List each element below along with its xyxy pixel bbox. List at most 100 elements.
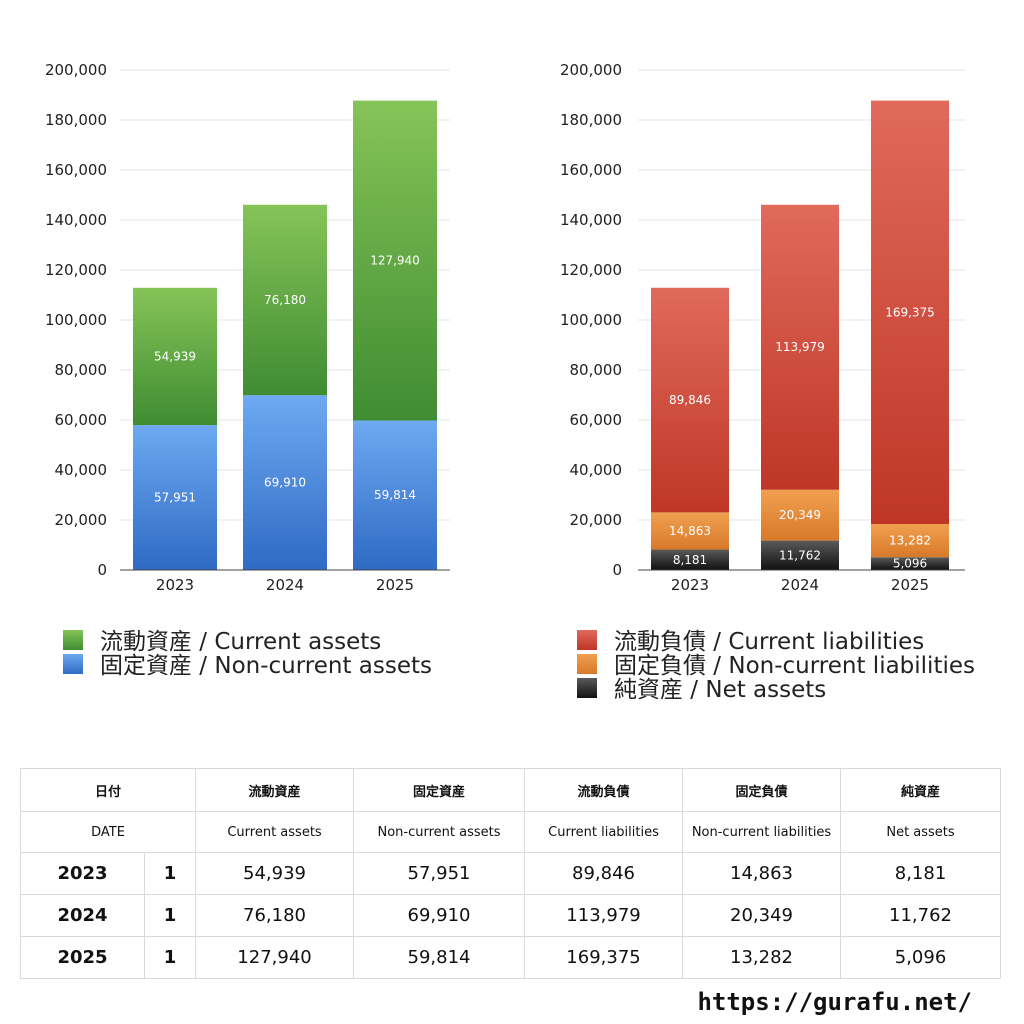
bar-segment [133, 287, 217, 426]
bar-value-label: 11,762 [779, 548, 821, 562]
bar-segment [761, 540, 839, 570]
bar-segment [243, 204, 327, 396]
y-tick-label: 80,000 [570, 361, 623, 379]
liabilities-chart: 0 20,000 40,000 60,000 80,000 100,000 120,000 1… [560, 61, 965, 594]
x-tick-label: 2025 [891, 576, 929, 594]
x-tick-label: 2025 [376, 576, 414, 594]
bar-segment [353, 420, 437, 570]
y-tick-label: 180,000 [45, 111, 107, 129]
x-tick-label: 2024 [266, 576, 304, 594]
y-tick-label: 160,000 [560, 161, 622, 179]
table-row: 2024 1 76,180 69,910 113,979 20,349 11,7… [20, 894, 1002, 937]
bar-segment [651, 287, 729, 513]
legend-swatch [577, 678, 597, 698]
y-tick-label: 140,000 [45, 211, 107, 229]
y-tick-label: 120,000 [560, 261, 622, 279]
y-tick-label: 120,000 [45, 261, 107, 279]
summary-table: 日付 流動資産 固定資産 流動負債 固定負債 純資産 DATE Current … [19, 768, 1002, 979]
cell-noncurrent-assets: 57,951 [353, 852, 526, 895]
cell-noncurrent-assets: 59,814 [353, 936, 526, 979]
legend-label: 純資産 / Net assets [614, 677, 826, 703]
y-tick-label: 180,000 [560, 111, 622, 129]
charts-area: 0 20,000 40,000 60,000 80,000 100,000 120,000 1… [45, 61, 975, 703]
bar-value-label: 127,940 [370, 254, 420, 268]
legend-swatch [577, 630, 597, 650]
y-tick-label: 40,000 [570, 461, 623, 479]
bar-value-label: 13,282 [889, 534, 931, 548]
cell-noncurrent-liabilities: 20,349 [682, 894, 842, 937]
y-tick-label: 0 [97, 561, 107, 579]
bar-value-label: 14,863 [669, 524, 711, 538]
header-noncurrent-liabilities-en: Non-current liabilities [682, 811, 842, 853]
y-tick-label: 0 [612, 561, 622, 579]
y-tick-label: 60,000 [570, 411, 623, 429]
cell-current-assets: 127,940 [195, 936, 355, 979]
table-header-en: DATE Current assets Non-current assets C… [19, 811, 1002, 853]
row-year: 2023 [20, 852, 145, 895]
row-count: 1 [143, 852, 197, 895]
y-tick-label: 40,000 [55, 461, 108, 479]
bar-segment [871, 524, 949, 558]
x-tick-label: 2023 [671, 576, 709, 594]
bar-segment [651, 549, 729, 570]
row-year: 2025 [20, 936, 145, 979]
legend-label: 流動資産 / Current assets [100, 629, 381, 655]
header-current-liabilities-ja: 流動負債 [524, 768, 684, 812]
x-tick-label: 2024 [781, 576, 819, 594]
y-tick-label: 160,000 [45, 161, 107, 179]
cell-net-assets: 5,096 [840, 936, 1002, 979]
header-current-liabilities-en: Current liabilities [524, 811, 684, 853]
table-row: 2023 1 54,939 57,951 89,846 14,863 8,181 [20, 852, 1002, 895]
header-net-assets-en: Net assets [840, 811, 1002, 853]
y-tick-label: 20,000 [570, 511, 623, 529]
header-date-en: DATE [19, 811, 197, 853]
header-noncurrent-assets-en: Non-current assets [353, 811, 526, 853]
bar-value-label: 169,375 [885, 305, 935, 319]
header-noncurrent-assets-ja: 固定資産 [353, 768, 526, 812]
y-tick-label: 100,000 [45, 311, 107, 329]
cell-net-assets: 8,181 [840, 852, 1002, 895]
legend-label: 流動負債 / Current liabilities [614, 629, 924, 655]
header-net-assets-ja: 純資産 [840, 768, 1002, 812]
row-year: 2024 [20, 894, 145, 937]
bar-value-label: 5,096 [893, 557, 927, 571]
cell-current-assets: 76,180 [195, 894, 355, 937]
legend-label: 固定資産 / Non-current assets [100, 653, 432, 679]
header-noncurrent-liabilities-ja: 固定負債 [682, 768, 842, 812]
bar-value-label: 54,939 [154, 349, 196, 363]
cell-noncurrent-assets: 69,910 [353, 894, 526, 937]
x-tick-label: 2023 [156, 576, 194, 594]
bar-segment [243, 395, 327, 570]
bar-segment [353, 100, 437, 421]
header-current-assets-en: Current assets [195, 811, 355, 853]
header-current-assets-ja: 流動資産 [195, 768, 355, 812]
bar-segment [871, 557, 949, 570]
cell-current-liabilities: 169,375 [524, 936, 684, 979]
cell-net-assets: 11,762 [840, 894, 1002, 937]
y-tick-label: 200,000 [45, 61, 107, 79]
cell-current-assets: 54,939 [195, 852, 355, 895]
site-url[interactable]: https://gurafu.net/ [697, 988, 972, 1016]
bar-segment [761, 204, 839, 490]
row-count: 1 [143, 894, 197, 937]
legend-swatch [577, 654, 597, 674]
y-tick-label: 20,000 [55, 511, 108, 529]
cell-current-liabilities: 89,846 [524, 852, 684, 895]
bar-value-label: 8,181 [673, 553, 707, 567]
bar-value-label: 59,814 [374, 488, 416, 502]
bar-segment [133, 425, 217, 570]
cell-noncurrent-liabilities: 13,282 [682, 936, 842, 979]
cell-noncurrent-liabilities: 14,863 [682, 852, 842, 895]
assets-chart: 0 20,000 40,000 60,000 80,000 100,000 120,000 1… [45, 61, 450, 594]
bar-segment [761, 489, 839, 541]
bar-value-label: 20,349 [779, 508, 821, 522]
y-tick-label: 60,000 [55, 411, 108, 429]
table-row: 2025 1 127,940 59,814 169,375 13,282 5,0… [20, 936, 1002, 979]
y-tick-label: 200,000 [560, 61, 622, 79]
legend-swatch [63, 630, 83, 650]
bar-value-label: 76,180 [264, 293, 306, 307]
y-tick-label: 80,000 [55, 361, 108, 379]
legend-label: 固定負債 / Non-current liabilities [614, 653, 975, 679]
